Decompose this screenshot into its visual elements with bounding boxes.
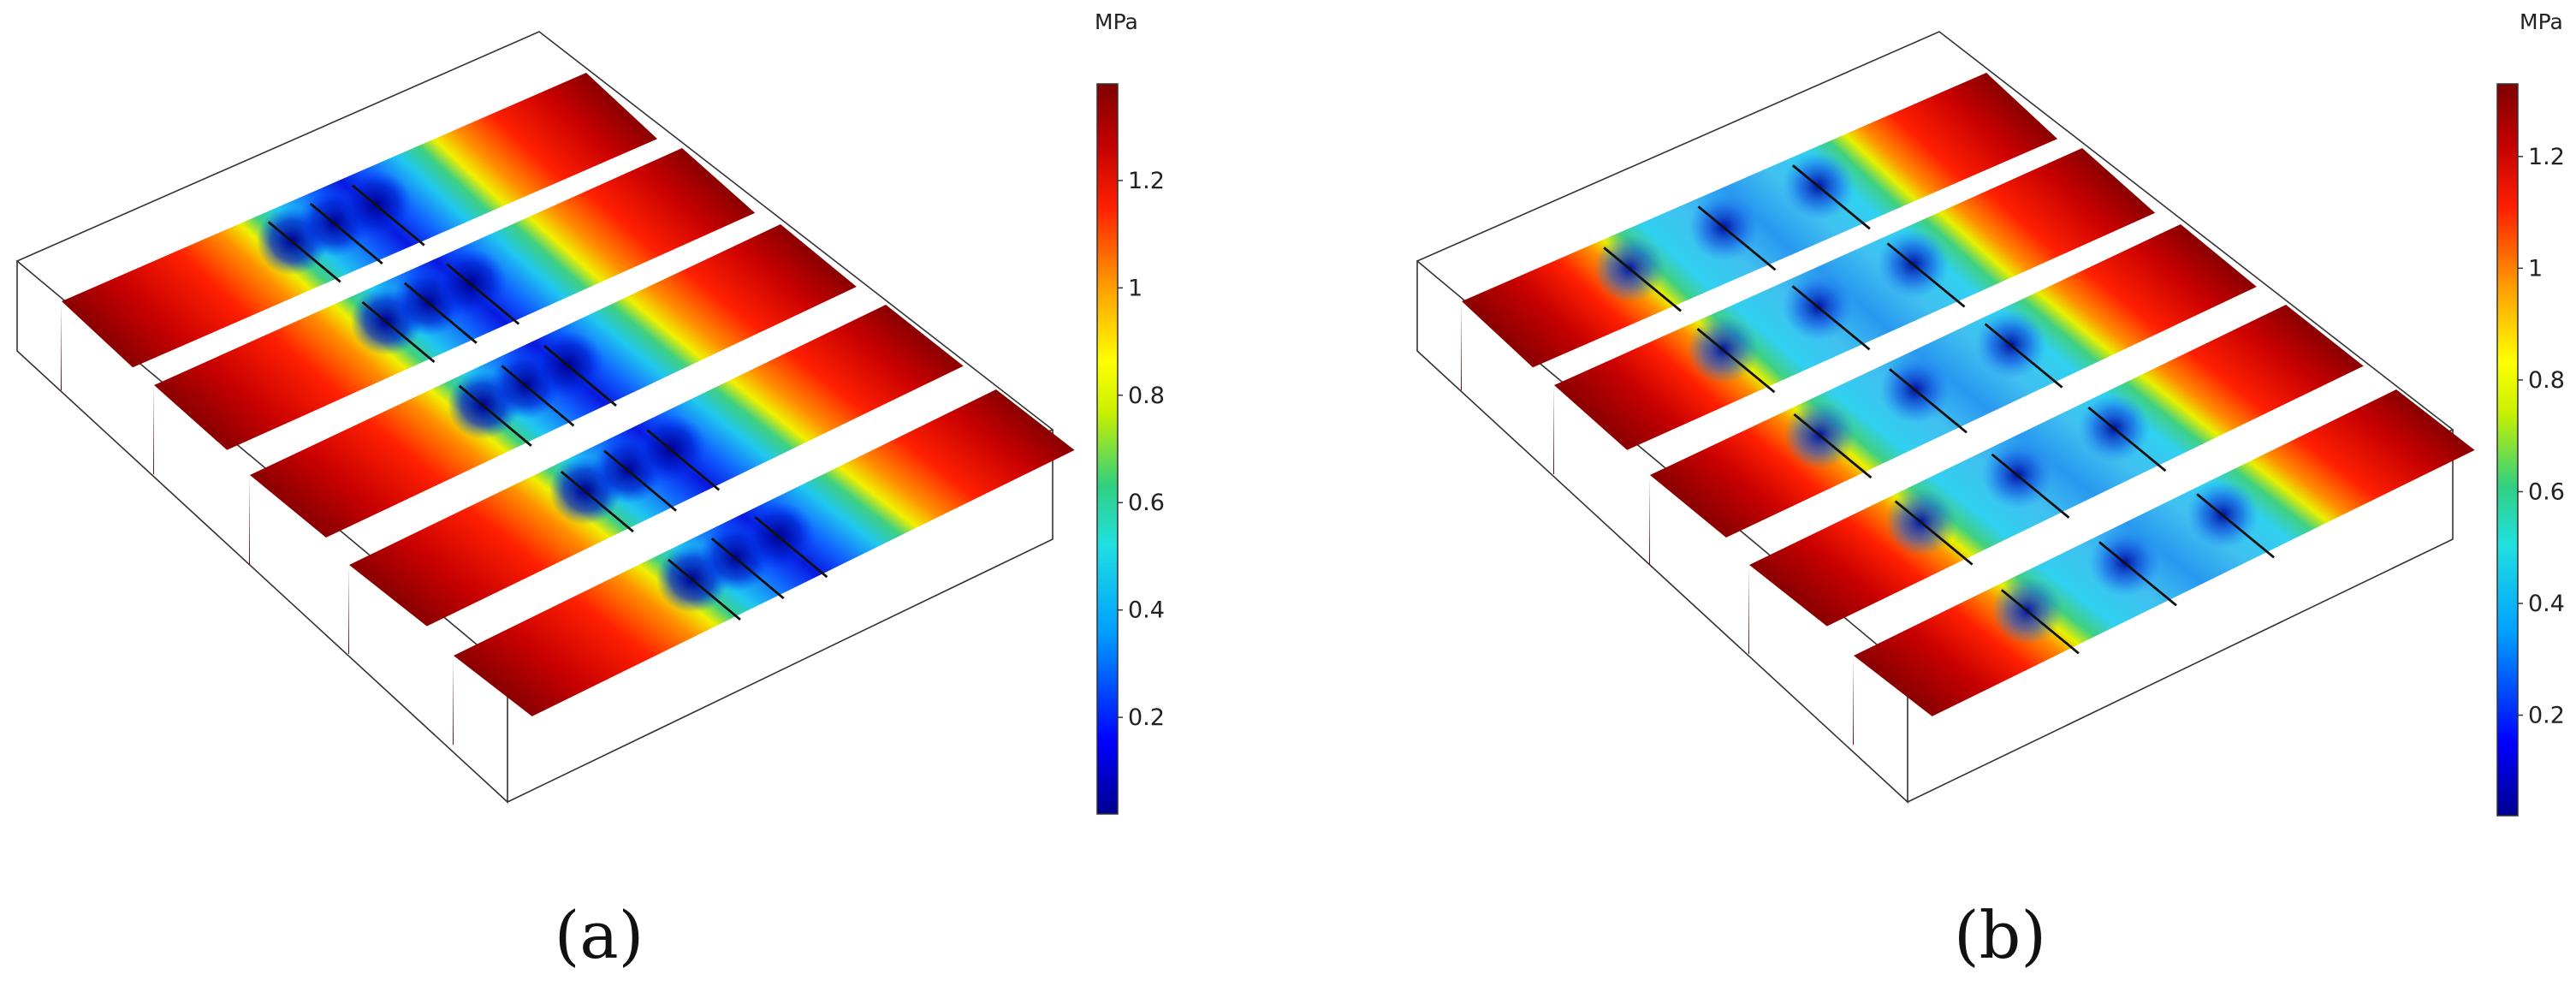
stress-wall xyxy=(61,73,658,390)
colorbar-tick-label: 0.6 xyxy=(2528,478,2565,505)
colorbar-tick-label: 0.8 xyxy=(1128,383,1165,409)
colorbar-tick-label: 0.2 xyxy=(1128,704,1165,731)
colorbar-tick-label: 1.2 xyxy=(2528,144,2565,170)
bolt-line xyxy=(351,184,425,247)
bolt-line xyxy=(1984,323,2063,389)
bolt-line xyxy=(1889,368,1968,434)
bolt-line xyxy=(646,429,721,491)
bolt-line xyxy=(560,470,634,533)
bolt-line xyxy=(1603,247,1683,312)
bolt-line xyxy=(543,344,617,407)
colorbar-tick-label: 0.4 xyxy=(2528,591,2565,617)
bolt-line xyxy=(2087,406,2167,472)
bolt-line xyxy=(2196,493,2276,559)
bolt-line xyxy=(1791,164,1871,230)
stress-wall xyxy=(249,224,857,564)
stress-wall xyxy=(1649,224,2257,564)
stress-wall xyxy=(1853,389,2475,745)
bolt-line xyxy=(1894,500,1974,566)
bolt-line xyxy=(1886,242,1966,308)
stress-wall xyxy=(153,147,756,474)
panel-a xyxy=(15,31,1075,804)
panel-b xyxy=(1416,31,2475,804)
caption-a: (a) xyxy=(554,897,644,973)
colorbar-tick-label: 0.2 xyxy=(2528,703,2565,729)
colorbar-tick-label: 1 xyxy=(1128,275,1143,301)
stress-wall xyxy=(348,305,964,654)
bolt-line xyxy=(1991,453,2070,519)
bolt-line xyxy=(1791,285,1871,351)
bolt-line xyxy=(267,221,341,283)
bolt-line xyxy=(2098,541,2177,607)
bolt-line xyxy=(668,558,741,621)
caption-b: (b) xyxy=(1954,897,2046,973)
bolt-line xyxy=(446,263,520,325)
colorbar-tick-label: 0.4 xyxy=(1128,597,1165,624)
colorbar-b: MPa 1.2 1 0.8 0.6 0.4 0.2 xyxy=(2496,9,2565,817)
bolt-line xyxy=(1696,328,1776,394)
stress-wall xyxy=(1748,305,2364,654)
colorbar-a: MPa 1.2 1 0.8 0.6 0.4 0.2 xyxy=(1095,9,1165,815)
bolt-line xyxy=(501,365,575,427)
colorbar-tick-label: 0.6 xyxy=(1128,490,1165,516)
bolt-line xyxy=(603,449,677,512)
colorbar-a-unit: MPa xyxy=(1095,9,1138,34)
colorbar-tick-label: 1.2 xyxy=(1128,168,1165,194)
bolt-line xyxy=(1697,205,1777,271)
bolt-line xyxy=(2000,589,2080,655)
stress-wall xyxy=(453,389,1075,745)
bolt-line xyxy=(754,516,828,579)
bolt-line xyxy=(403,282,478,344)
colorbar-tick-label: 0.8 xyxy=(2528,367,2565,394)
stress-wall xyxy=(1553,147,2156,474)
bolt-line xyxy=(309,202,383,265)
colorbar-b-unit: MPa xyxy=(2520,9,2563,34)
bolt-line xyxy=(458,384,532,447)
bolt-line xyxy=(1793,413,1873,479)
domain-box xyxy=(1416,31,2454,804)
domain-box xyxy=(15,31,1054,804)
bolt-line xyxy=(361,300,436,363)
colorbar-tick-label: 1 xyxy=(2528,255,2543,282)
stress-wall xyxy=(1461,73,2058,390)
bolt-line xyxy=(710,538,785,600)
